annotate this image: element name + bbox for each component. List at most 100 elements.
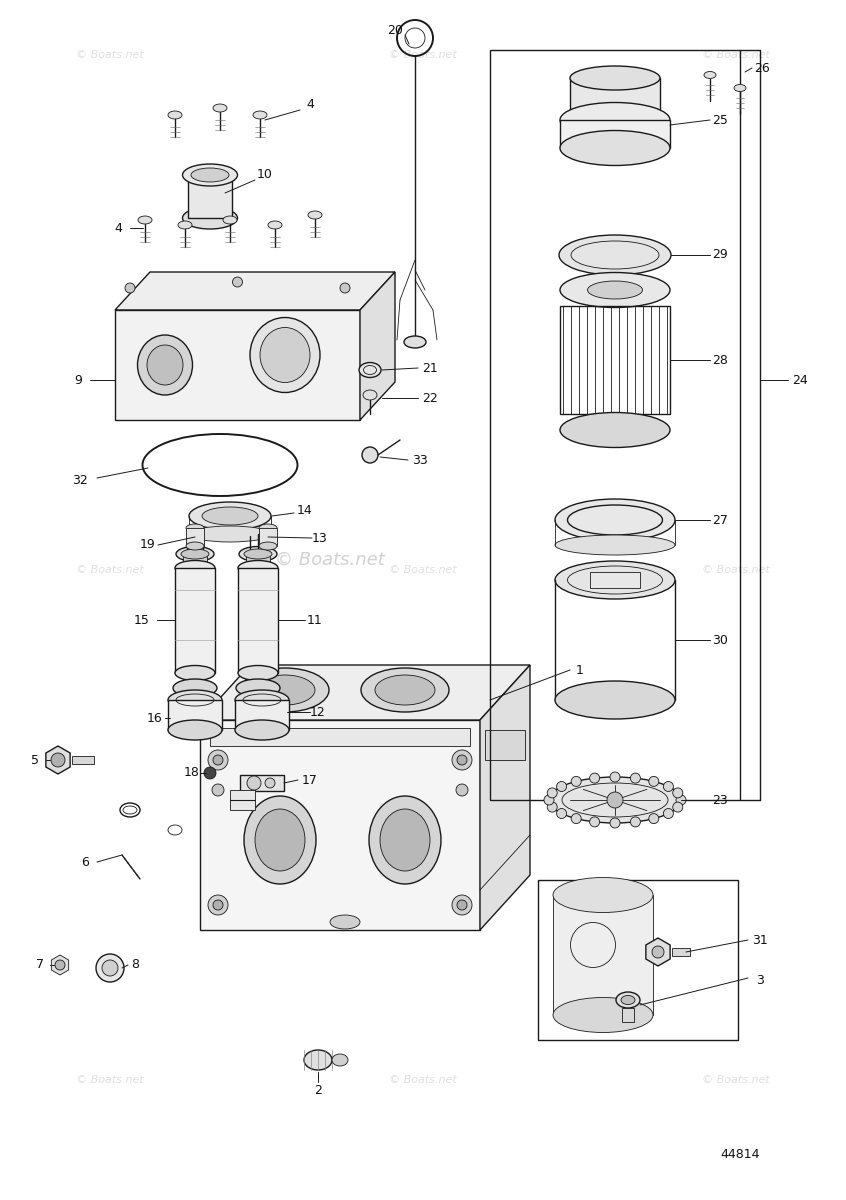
Circle shape [590, 817, 600, 827]
Ellipse shape [168, 690, 222, 710]
Ellipse shape [189, 526, 271, 542]
Ellipse shape [181, 550, 209, 559]
Bar [560, 306, 670, 414]
Text: 1: 1 [576, 664, 584, 677]
Ellipse shape [235, 690, 289, 710]
Circle shape [571, 814, 581, 823]
Text: 26: 26 [754, 61, 770, 74]
Text: 33: 33 [412, 454, 428, 467]
Ellipse shape [304, 1050, 332, 1070]
Ellipse shape [213, 104, 227, 112]
Ellipse shape [260, 328, 310, 383]
Ellipse shape [175, 560, 215, 576]
Text: 7: 7 [36, 959, 44, 972]
Text: 12: 12 [310, 706, 326, 719]
Ellipse shape [236, 679, 280, 697]
Circle shape [630, 773, 640, 784]
Polygon shape [230, 790, 255, 810]
Ellipse shape [175, 666, 215, 680]
Circle shape [452, 750, 472, 770]
Ellipse shape [253, 110, 267, 119]
Text: 9: 9 [74, 373, 82, 386]
Circle shape [457, 900, 467, 910]
Text: 23: 23 [712, 793, 728, 806]
Text: © Boats.net: © Boats.net [275, 551, 385, 569]
Ellipse shape [186, 542, 204, 550]
Bar [485, 730, 525, 760]
Ellipse shape [238, 560, 278, 576]
Bar [622, 1008, 634, 1022]
Text: © Boats.net: © Boats.net [76, 565, 144, 575]
Ellipse shape [308, 211, 322, 218]
Circle shape [51, 754, 65, 767]
Polygon shape [645, 938, 670, 966]
Ellipse shape [250, 318, 320, 392]
Bar [560, 120, 670, 148]
Circle shape [649, 814, 659, 823]
Text: 10: 10 [257, 168, 273, 181]
Circle shape [213, 755, 223, 766]
Text: 27: 27 [712, 514, 728, 527]
Circle shape [544, 794, 554, 805]
Text: 17: 17 [302, 774, 318, 786]
Ellipse shape [559, 235, 671, 275]
Ellipse shape [183, 206, 238, 229]
Text: 14: 14 [297, 504, 313, 516]
Bar [553, 895, 653, 1015]
Text: 29: 29 [712, 248, 728, 262]
Ellipse shape [147, 346, 183, 385]
Circle shape [652, 946, 664, 958]
Circle shape [452, 895, 472, 914]
Circle shape [204, 767, 216, 779]
Text: 32: 32 [72, 474, 88, 486]
Text: 21: 21 [422, 361, 438, 374]
Ellipse shape [168, 110, 182, 119]
Ellipse shape [560, 102, 670, 138]
Text: 16: 16 [147, 712, 163, 725]
Text: © Boats.net: © Boats.net [702, 565, 770, 575]
Bar [115, 310, 360, 420]
Ellipse shape [235, 720, 289, 740]
Text: 31: 31 [752, 934, 768, 947]
Ellipse shape [704, 72, 716, 78]
Circle shape [208, 750, 228, 770]
Circle shape [557, 809, 567, 818]
Circle shape [125, 283, 135, 293]
Circle shape [247, 776, 261, 790]
Ellipse shape [404, 336, 426, 348]
Ellipse shape [555, 535, 675, 554]
Ellipse shape [560, 272, 670, 307]
Circle shape [571, 776, 581, 786]
Text: © Boats.net: © Boats.net [389, 1075, 457, 1085]
Bar [570, 78, 660, 120]
Ellipse shape [369, 796, 441, 884]
Ellipse shape [553, 877, 653, 912]
Circle shape [456, 784, 468, 796]
Text: 3: 3 [756, 973, 764, 986]
Ellipse shape [173, 679, 217, 697]
Polygon shape [46, 746, 70, 774]
Ellipse shape [241, 668, 329, 712]
Bar [200, 720, 480, 930]
Bar [238, 568, 278, 673]
Ellipse shape [555, 680, 675, 719]
Ellipse shape [183, 164, 238, 186]
Text: © Boats.net: © Boats.net [389, 50, 457, 60]
Bar [538, 880, 738, 1040]
Bar [210, 728, 470, 746]
Ellipse shape [178, 221, 192, 229]
Bar [168, 700, 222, 730]
Ellipse shape [380, 809, 430, 871]
Ellipse shape [555, 499, 675, 541]
Ellipse shape [244, 550, 272, 559]
Circle shape [547, 788, 558, 798]
Text: 30: 30 [712, 634, 728, 647]
Text: © Boats.net: © Boats.net [76, 1075, 144, 1085]
Bar [186, 528, 204, 546]
Text: 13: 13 [312, 532, 328, 545]
Ellipse shape [186, 524, 204, 532]
Ellipse shape [268, 221, 282, 229]
Text: © Boats.net: © Boats.net [702, 1075, 770, 1085]
Text: 24: 24 [792, 373, 808, 386]
Ellipse shape [375, 674, 435, 704]
